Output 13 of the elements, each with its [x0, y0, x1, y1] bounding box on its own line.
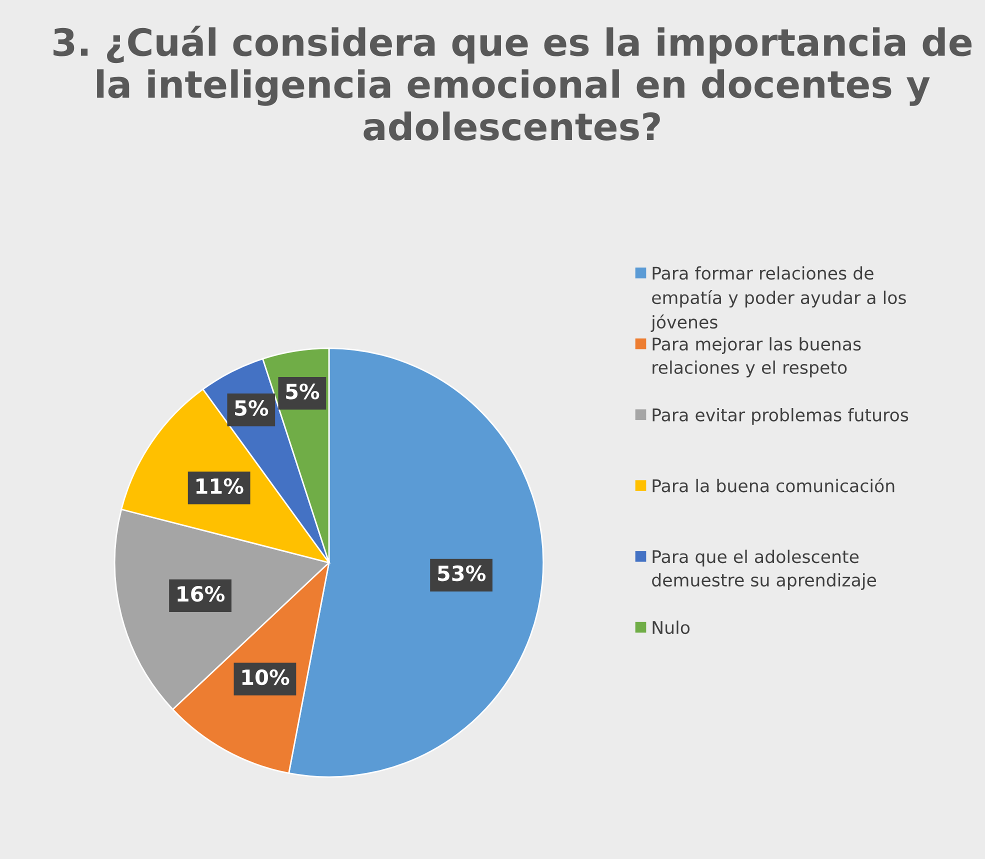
legend-label: Nulo [652, 620, 690, 634]
chart-title: 3. ¿Cuál considera que es la importancia de la inteligencia emocional en docentes y adolescentes? [54, 26, 972, 141]
legend-label: Para la buena comunicación [652, 478, 894, 492]
legend-label: Para evitar problemas futuros [652, 408, 908, 425]
legend-label: Para formar relaciones de empatía y poder ayudar a los jóvenes [650, 266, 906, 332]
data-label: 16% [178, 586, 225, 602]
legend-label: Para que el adolescente demuestre su aprendizaje [652, 550, 876, 590]
data-label: 53% [438, 565, 486, 582]
data-label: 5% [286, 384, 320, 400]
legend-label: Para mejorar las buenas relaciones y el respeto [652, 337, 861, 378]
data-label: 10% [242, 669, 290, 686]
data-label: 5% [235, 400, 268, 416]
data-label: 11% [196, 478, 244, 494]
